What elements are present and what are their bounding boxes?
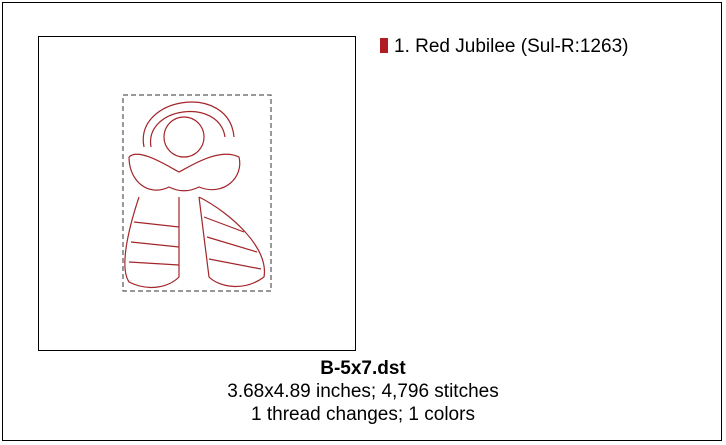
color-label: 1. Red Jubilee (Sul-R:1263): [394, 36, 629, 57]
embroidery: [124, 101, 265, 289]
size-stitches: 3.68x4.89 inches; 4,796 stitches: [227, 381, 499, 402]
card: [2, 2, 722, 441]
color-swatch: [380, 38, 388, 53]
design-info: B-5x7.dst 3.68x4.89 inches; 4,796 stitch…: [0, 357, 726, 426]
color-legend: 1. Red Jubilee (Sul-R:1263): [380, 36, 628, 58]
design-preview: [38, 36, 356, 351]
bounding-box: [122, 94, 272, 292]
filename: B-5x7.dst: [320, 358, 406, 379]
design-image: [122, 94, 272, 292]
thread-changes: 1 thread changes; 1 colors: [251, 404, 475, 425]
